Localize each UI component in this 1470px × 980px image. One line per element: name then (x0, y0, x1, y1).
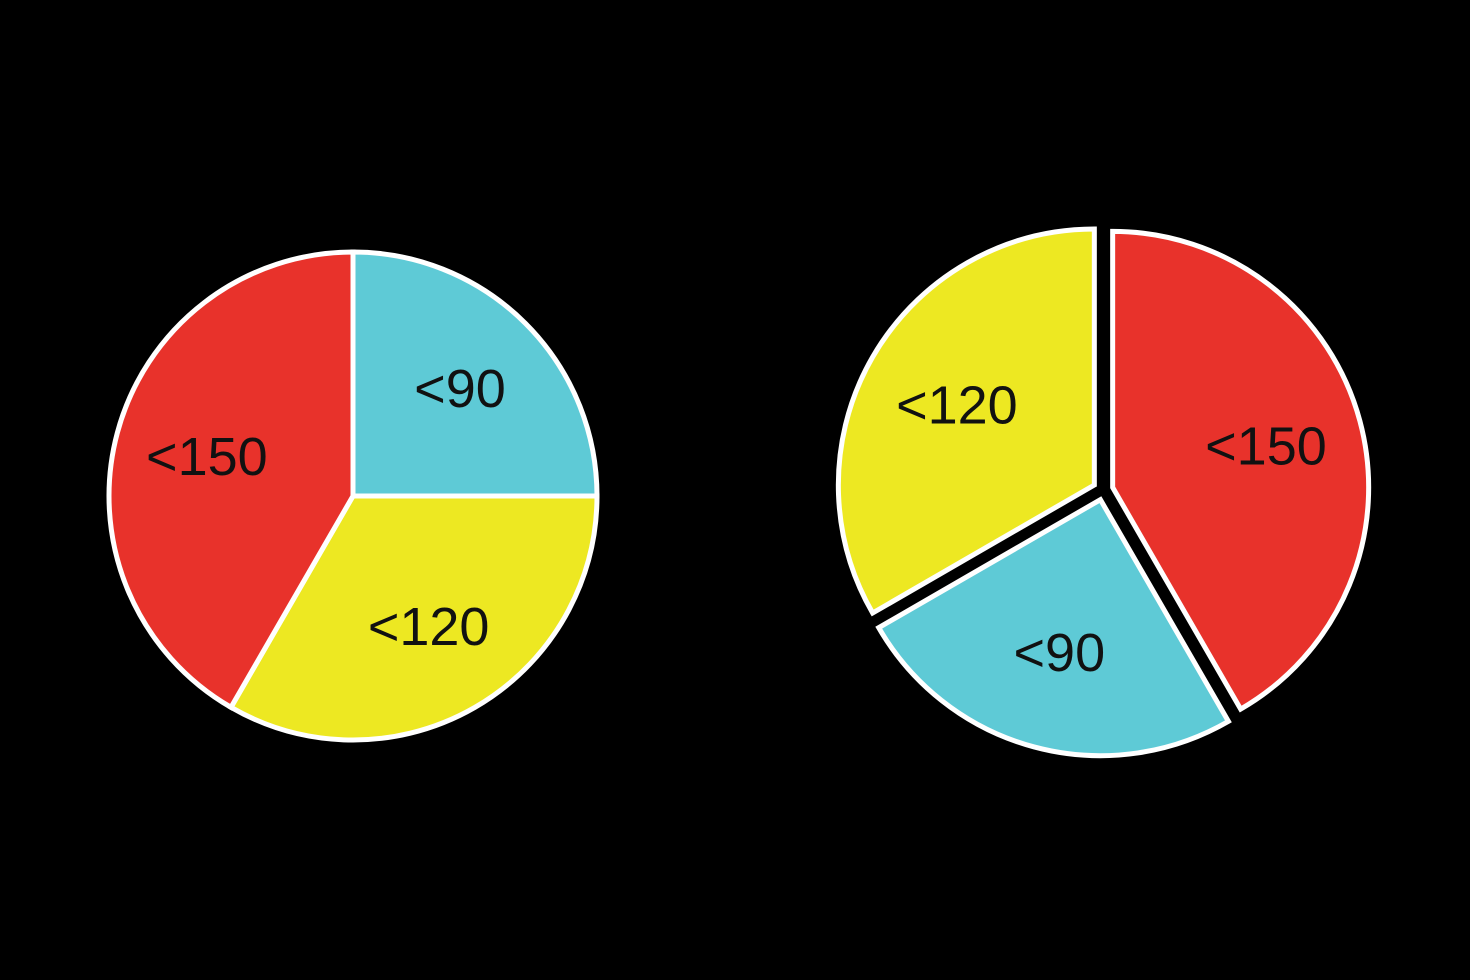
slice-label-90-right: <90 (1014, 623, 1106, 683)
pie-slice-150-left (106, 249, 356, 711)
slice-label-120-left: <120 (368, 597, 490, 657)
pie-slice-150-right (1110, 228, 1372, 713)
slice-label-150-left: <150 (146, 427, 268, 487)
pie-chart-left: <90 <120 <150 (106, 249, 600, 743)
pie-slice-120-right (835, 226, 1097, 617)
slice-label-150-right: <150 (1205, 416, 1327, 476)
slice-label-120-right: <120 (896, 376, 1018, 436)
pie-chart-right: <150 <90 <120 (835, 226, 1372, 759)
pie-slice-120-left (227, 493, 600, 743)
pie-slice-90-left (350, 249, 600, 499)
slice-label-90-left: <90 (414, 359, 506, 419)
pie-slice-90-right (875, 496, 1232, 759)
